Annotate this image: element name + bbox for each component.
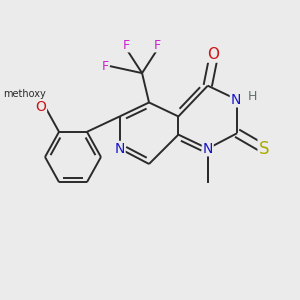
Text: S: S	[258, 140, 269, 158]
Text: methoxy: methoxy	[3, 89, 46, 99]
Text: F: F	[101, 60, 108, 73]
Text: O: O	[35, 100, 46, 114]
Text: O: O	[207, 47, 219, 62]
Text: N: N	[230, 93, 241, 107]
Text: N: N	[115, 142, 125, 156]
Text: F: F	[123, 39, 130, 52]
Text: H: H	[248, 90, 257, 103]
Text: N: N	[202, 142, 213, 156]
Text: F: F	[154, 39, 161, 52]
